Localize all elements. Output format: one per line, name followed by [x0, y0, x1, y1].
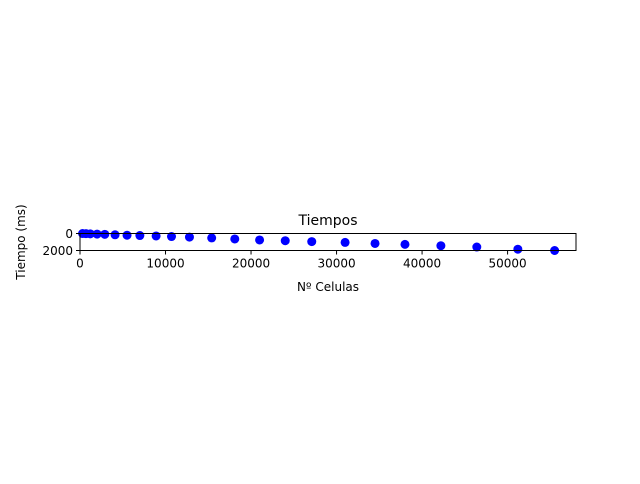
- data-point: [122, 230, 132, 240]
- data-point: [340, 237, 350, 247]
- y-axis-label: Tiempo (ms): [14, 204, 28, 280]
- x-tick-label: 10000: [146, 257, 184, 271]
- data-point: [307, 237, 317, 247]
- data-point: [100, 229, 110, 239]
- x-axis-label: Nº Celulas: [297, 280, 359, 294]
- data-point: [472, 242, 482, 252]
- data-point: [230, 234, 240, 244]
- x-axis: 0 10000 20000 30000 40000 50000: [76, 250, 527, 271]
- y-axis: 0 2000: [42, 227, 80, 258]
- data-point: [167, 232, 177, 242]
- plot-area-frame: [79, 233, 577, 251]
- data-point: [92, 229, 102, 239]
- data-point: [280, 236, 290, 246]
- y-tick-label: 2000: [42, 244, 73, 258]
- x-tick-label: 20000: [232, 257, 270, 271]
- y-tick-label: 0: [65, 227, 73, 241]
- chart-title: Tiempos: [297, 213, 357, 229]
- data-point: [370, 238, 380, 248]
- data-point: [255, 235, 265, 245]
- data-point: [135, 231, 145, 241]
- x-tick-label: 30000: [317, 257, 355, 271]
- data-point: [436, 241, 446, 251]
- data-point: [184, 232, 194, 242]
- x-tick-label: 0: [76, 257, 84, 271]
- x-tick-label: 40000: [403, 257, 441, 271]
- data-point: [207, 233, 217, 243]
- data-point: [400, 239, 410, 249]
- data-point: [151, 231, 161, 241]
- x-tick-label: 50000: [488, 257, 526, 271]
- data-point: [513, 244, 523, 254]
- data-point: [110, 230, 120, 240]
